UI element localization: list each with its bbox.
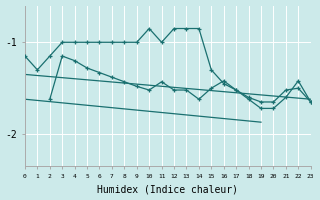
X-axis label: Humidex (Indice chaleur): Humidex (Indice chaleur) (97, 184, 238, 194)
